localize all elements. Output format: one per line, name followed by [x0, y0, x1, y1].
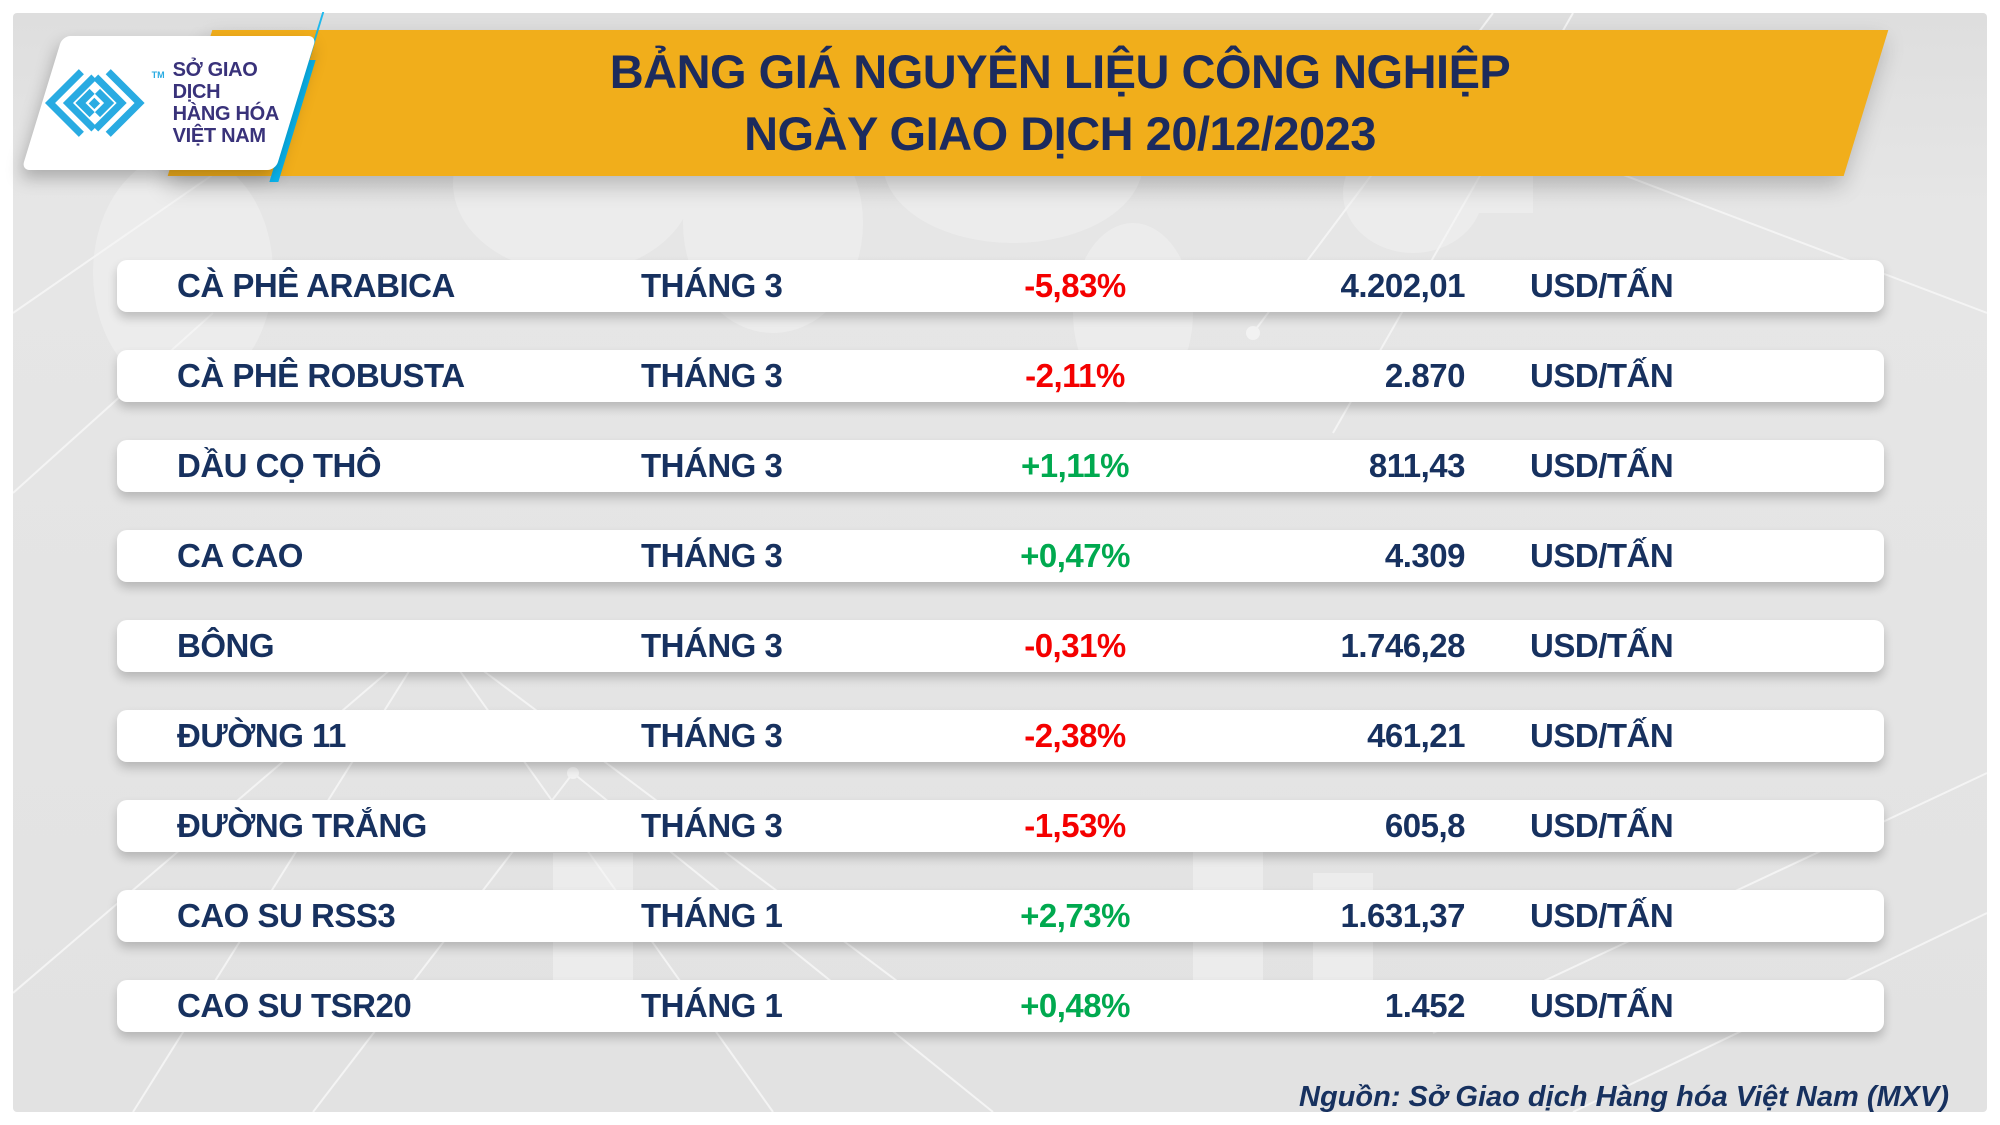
- mxv-chevron-icon: [44, 69, 145, 137]
- contract-month: THÁNG 1: [641, 897, 783, 934]
- table-row: ĐƯỜNG TRẮNG THÁNG 3 -1,53% 605,8 USD/TẤN: [117, 800, 1884, 852]
- price-unit: USD/TẤN: [1530, 447, 1674, 484]
- commodity-name: ĐƯỜNG 11: [177, 717, 346, 754]
- price-value: 605,8: [1384, 807, 1466, 844]
- price-unit: USD/TẤN: [1530, 627, 1674, 664]
- commodity-name: CAO SU RSS3: [177, 897, 396, 934]
- price-unit: USD/TẤN: [1530, 717, 1674, 754]
- price-unit: USD/TẤN: [1530, 537, 1674, 574]
- price-value: 4.309: [1384, 537, 1466, 574]
- percent-change: -0,31%: [1024, 627, 1126, 664]
- price-unit: USD/TẤN: [1530, 267, 1674, 304]
- percent-change: +0,48%: [1020, 987, 1130, 1024]
- commodity-name: CAO SU TSR20: [177, 987, 412, 1024]
- page-title: BẢNG GIÁ NGUYÊN LIỆU CÔNG NGHIỆP NGÀY GI…: [420, 30, 1700, 176]
- page-title-line2: NGÀY GIAO DỊCH 20/12/2023: [744, 107, 1376, 160]
- mxv-logo-text: SỞ GIAO DỊCH HÀNG HÓA VIỆT NAM: [172, 59, 280, 147]
- page-title-line1: BẢNG GIÁ NGUYÊN LIỆU CÔNG NGHIỆP: [609, 44, 1511, 98]
- percent-change: +0,47%: [1020, 537, 1130, 574]
- table-row: DẦU CỌ THÔ THÁNG 3 +1,11% 811,43 USD/TẤN: [117, 440, 1884, 492]
- percent-change: -1,53%: [1024, 807, 1126, 844]
- commodity-name: DẦU CỌ THÔ: [177, 447, 382, 484]
- trademark-symbol: TM: [151, 70, 165, 80]
- commodity-name: CA CAO: [177, 537, 303, 574]
- contract-month: THÁNG 3: [641, 267, 783, 304]
- contract-month: THÁNG 3: [641, 537, 783, 574]
- price-value: 1.452: [1384, 987, 1466, 1024]
- contract-month: THÁNG 3: [641, 357, 783, 394]
- price-value: 4.202,01: [1340, 267, 1466, 304]
- commodity-name: CÀ PHÊ ROBUSTA: [177, 357, 465, 394]
- commodity-name: CÀ PHÊ ARABICA: [177, 267, 455, 304]
- price-value: 2.870: [1384, 357, 1466, 394]
- contract-month: THÁNG 3: [641, 627, 783, 664]
- price-unit: USD/TẤN: [1530, 897, 1674, 934]
- contract-month: THÁNG 3: [641, 807, 783, 844]
- percent-change: +2,73%: [1020, 897, 1130, 934]
- commodity-name: ĐƯỜNG TRẮNG: [177, 807, 427, 844]
- mxv-logo-card: TM SỞ GIAO DỊCH HÀNG HÓA VIỆT NAM: [21, 36, 317, 170]
- contract-month: THÁNG 3: [641, 717, 783, 754]
- price-value: 461,21: [1367, 717, 1465, 754]
- commodity-name: BÔNG: [177, 627, 275, 664]
- price-unit: USD/TẤN: [1530, 807, 1674, 844]
- price-value: 1.746,28: [1340, 627, 1466, 664]
- price-value: 1.631,37: [1340, 897, 1466, 934]
- table-row: BÔNG THÁNG 3 -0,31% 1.746,28 USD/TẤN: [117, 620, 1884, 672]
- price-value: 811,43: [1368, 447, 1466, 484]
- contract-month: THÁNG 3: [641, 447, 783, 484]
- price-unit: USD/TẤN: [1530, 987, 1674, 1024]
- table-row: CÀ PHÊ ROBUSTA THÁNG 3 -2,11% 2.870 USD/…: [117, 350, 1884, 402]
- table-row: CAO SU RSS3 THÁNG 1 +2,73% 1.631,37 USD/…: [117, 890, 1884, 942]
- table-row: CAO SU TSR20 THÁNG 1 +0,48% 1.452 USD/TẤ…: [117, 980, 1884, 1032]
- percent-change: -2,38%: [1024, 717, 1126, 754]
- contract-month: THÁNG 1: [641, 987, 783, 1024]
- table-row: CA CAO THÁNG 3 +0,47% 4.309 USD/TẤN: [117, 530, 1884, 582]
- source-note: Nguồn: Sở Giao dịch Hàng hóa Việt Nam (M…: [1299, 1081, 1949, 1112]
- percent-change: -2,11%: [1025, 357, 1125, 394]
- percent-change: -5,83%: [1024, 267, 1126, 304]
- table-row: CÀ PHÊ ARABICA THÁNG 3 -5,83% 4.202,01 U…: [117, 260, 1884, 312]
- mxv-logo: TM SỞ GIAO DỊCH HÀNG HÓA VIỆT NAM: [42, 36, 296, 170]
- percent-change: +1,11%: [1020, 447, 1130, 484]
- table-row: ĐƯỜNG 11 THÁNG 3 -2,38% 461,21 USD/TẤN: [117, 710, 1884, 762]
- price-unit: USD/TẤN: [1530, 357, 1674, 394]
